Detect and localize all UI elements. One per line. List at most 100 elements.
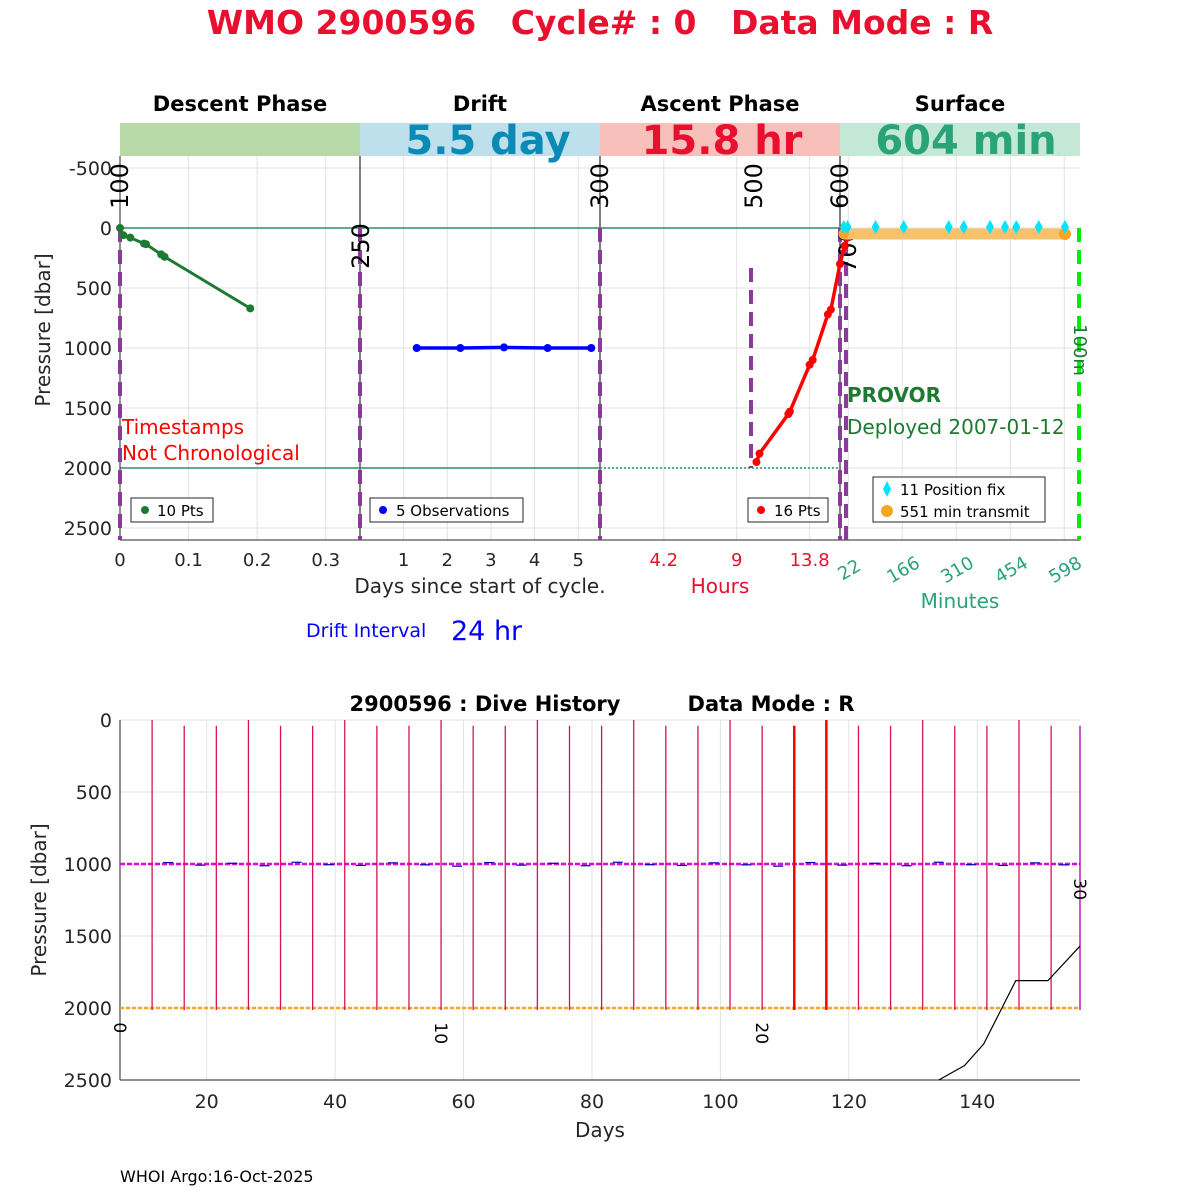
phase-band-drift — [360, 123, 600, 156]
ascent-tick-label: 13.8 — [790, 550, 830, 571]
footer-credit: WHOI Argo:16-Oct-2025 — [120, 1167, 314, 1186]
top-y-tick-label: 2500 — [64, 518, 112, 540]
warning-line-1: Timestamps — [121, 415, 244, 439]
surface-legend-fix-text: 11 Position fix — [900, 481, 1005, 499]
bottom-y-tick-label: 2000 — [64, 998, 112, 1020]
minutes-tick-label: 22 — [834, 555, 864, 585]
ascent-point — [808, 356, 817, 364]
days-axis-label: Days since start of cycle. — [354, 574, 605, 598]
descent-point — [246, 304, 255, 313]
surface-legend-transmit-text: 551 min transmit — [900, 503, 1030, 521]
descent-legend-text: 10 Pts — [157, 502, 204, 520]
descent-tick-label: 0 — [114, 550, 125, 571]
drift-tick-label: 5 — [572, 550, 583, 571]
minutes-axis-label: Minutes — [921, 589, 1000, 613]
position-fix-point — [986, 220, 994, 234]
drift-point — [412, 344, 421, 352]
top-y-tick-label: -500 — [69, 158, 112, 180]
drift-tick-label: 4 — [529, 550, 540, 571]
position-fix-point — [1001, 220, 1009, 234]
phase-marker-label: 100 — [106, 163, 134, 209]
minutes-tick-label: 310 — [937, 553, 977, 588]
hours-axis-label: Hours — [691, 574, 750, 598]
surface-edge-label: 100m — [1069, 324, 1090, 376]
bottom-x-tick-label: 120 — [831, 1091, 867, 1113]
bottom-x-axis-label: Days — [575, 1118, 625, 1142]
phase-band-descent — [120, 123, 360, 156]
bottom-y-tick-label: 0 — [100, 710, 112, 732]
top-y-tick-label: 1500 — [64, 398, 112, 420]
ascent-legend: 16 Pts — [747, 497, 829, 523]
ascent-point — [752, 458, 761, 466]
drift-legend: 5 Observations — [369, 497, 524, 523]
position-fix-point — [871, 220, 880, 234]
phase-marker-label: 300 — [586, 163, 614, 209]
descent-point — [160, 252, 169, 261]
phase-band-surface — [840, 123, 1080, 156]
ascent-legend-text: 16 Pts — [774, 502, 821, 520]
bathymetry-line — [938, 945, 1081, 1081]
bottom-y-tick-label: 2500 — [64, 1070, 112, 1092]
page-title: WMO 2900596 Cycle# : 0 Data Mode : R — [207, 3, 994, 42]
phase-title-surface: Surface — [915, 92, 1005, 116]
descent-legend: 10 Pts — [130, 497, 214, 523]
phase-marker-label: 500 — [740, 163, 768, 209]
float-type: PROVOR — [847, 383, 941, 407]
bottom-grid — [119, 719, 1080, 1081]
position-fix-point — [1061, 220, 1069, 234]
top-y-tick-label: 2000 — [64, 458, 112, 480]
dive-history-title: 2900596 : Dive History — [350, 692, 621, 716]
phase-marker-label: 600 — [826, 163, 854, 209]
cycle-panel: Descent Phase Drift Ascent Phase Surface… — [31, 92, 1090, 647]
phase-title-drift: Drift — [453, 92, 507, 116]
descent-tick-label: 0.3 — [311, 550, 340, 571]
cycle-number-label: 10 — [430, 1022, 450, 1044]
ascent-point — [785, 407, 794, 416]
drift-interval-value: 24 hr — [451, 616, 523, 647]
ascent-point — [755, 449, 764, 458]
position-fix-point — [1034, 220, 1043, 234]
ascent-point — [836, 260, 844, 268]
surface-legend: 11 Position fix 551 min transmit — [872, 476, 1046, 523]
descent-legend-marker — [141, 506, 149, 514]
bottom-x-tick-label: 80 — [580, 1091, 604, 1113]
warning-line-2: Not Chronological — [122, 441, 300, 465]
drift-point — [500, 343, 508, 352]
bottom-y-axis-label: Pressure [dbar] — [27, 823, 51, 976]
phase-title-ascent: Ascent Phase — [641, 92, 800, 116]
bottom-x-ticks: 20 40 60 80 100 120 140 — [195, 1091, 996, 1113]
drift-tick-label: 3 — [485, 550, 496, 571]
descent-point — [116, 224, 124, 232]
dive-history-panel: 2900596 : Dive History Data Mode : R 0 10… — [27, 692, 1089, 1142]
surface-legend-fix-marker — [883, 481, 891, 497]
position-fix-point — [944, 220, 953, 234]
descent-tick-label: 0.1 — [174, 550, 203, 571]
drift-point — [587, 344, 596, 352]
dive-history-mode: Data Mode : R — [688, 692, 855, 716]
minutes-tick-label: 454 — [991, 553, 1031, 588]
ascent-legend-marker — [757, 506, 765, 514]
position-fix-point — [959, 220, 968, 234]
bottom-y-tick-label: 500 — [76, 782, 112, 804]
ascent-point — [826, 305, 835, 314]
phase-marker-label: 250 — [347, 223, 375, 269]
position-fix-point — [899, 220, 908, 234]
surface-legend-transmit-marker — [881, 505, 893, 517]
descent-point — [142, 240, 151, 249]
top-y-axis-label: Pressure [dbar] — [31, 253, 55, 406]
ascent-duration: 15.8 hr — [642, 118, 803, 164]
top-y-ticks: -500 0 500 1000 1500 2000 2500 — [64, 158, 112, 540]
position-fix-point — [1012, 220, 1021, 234]
bottom-x-tick-label: 140 — [959, 1091, 995, 1113]
minutes-tick-label: 166 — [883, 553, 923, 588]
deployed-date: Deployed 2007-01-12 — [847, 415, 1065, 439]
bottom-x-tick-label: 60 — [451, 1091, 475, 1113]
bottom-y-tick-label: 1500 — [64, 926, 112, 948]
drift-legend-marker — [379, 506, 387, 514]
surface-duration: 604 min — [875, 118, 1056, 164]
bottom-y-ticks: 0 500 1000 1500 2000 2500 — [64, 710, 112, 1092]
phase-title-descent: Descent Phase — [153, 92, 327, 116]
drift-interval-label: Drift Interval — [306, 620, 426, 642]
